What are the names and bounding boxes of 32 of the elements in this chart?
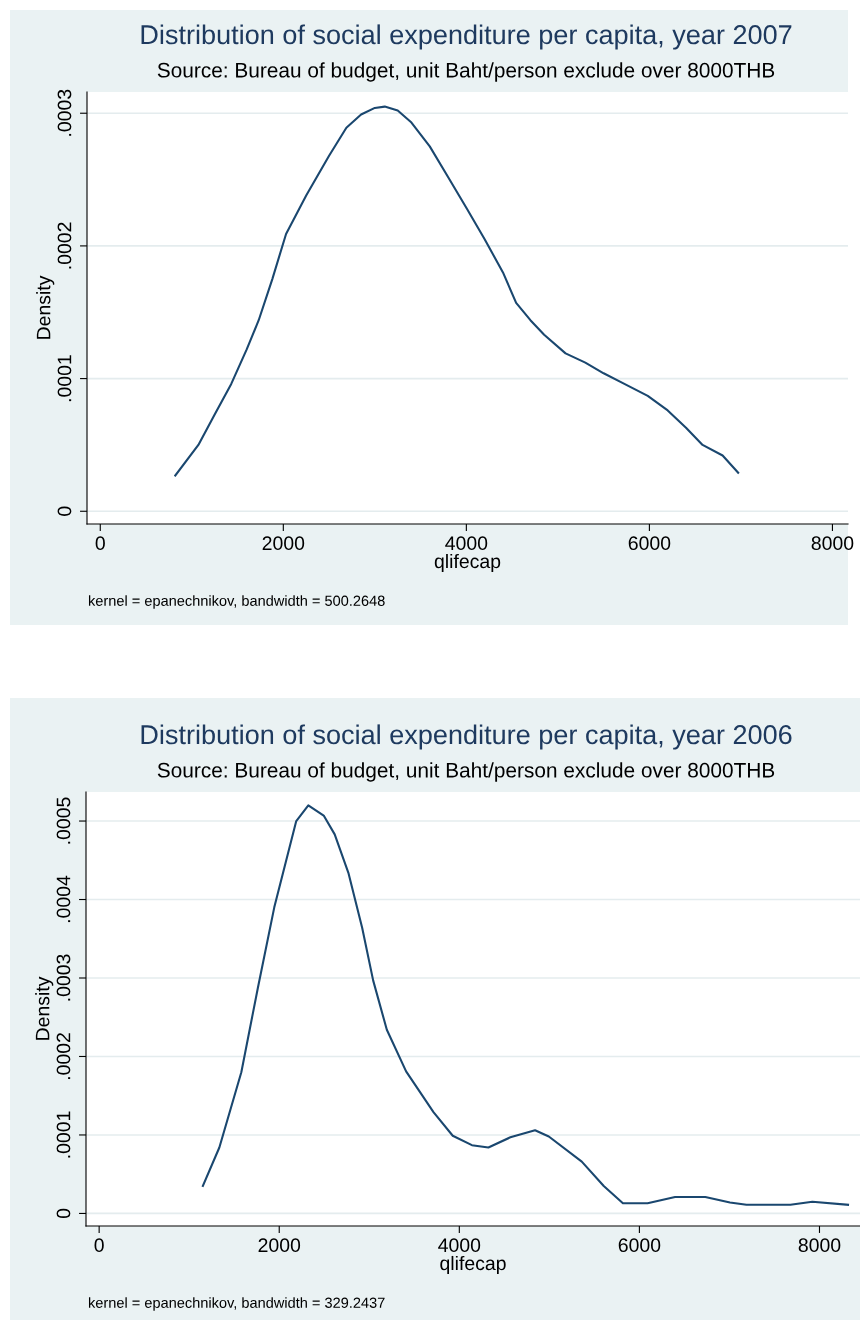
x-axis-title: qlifecap	[440, 1255, 506, 1275]
y-tick-label: .0002	[57, 222, 72, 269]
y-tick-label: .0001	[57, 355, 72, 402]
text: kernel = epanechnikov, bandwidth = 500.2648	[88, 595, 385, 609]
x-tick-label: 2000	[258, 1238, 301, 1253]
chart-title: Distribution of social expenditure per capita, year 2007	[141, 24, 792, 50]
x-tick-label: 0	[95, 536, 105, 551]
x-tick-label: 4000	[445, 536, 488, 551]
x-tick-label: 6000	[628, 536, 671, 551]
x-tick-label: 0	[94, 1238, 104, 1253]
text: kernel = epanechnikov, bandwidth = 329.2437	[88, 1297, 385, 1311]
line-series	[201, 804, 850, 1206]
y-tick-label: .0001	[56, 1111, 71, 1158]
x-tick-label: 2000	[262, 536, 305, 551]
y-tick-label: .0003	[57, 89, 72, 136]
x-tick-label: 8000	[798, 1238, 841, 1253]
chart-subtitle: Source: Bureau of budget, unit Baht/person exclude over 8000THB	[157, 762, 775, 782]
x-tick-label: 8000	[811, 536, 854, 551]
line-series	[174, 105, 740, 477]
chart-title: Distribution of social expenditure per capita, year 2006	[141, 724, 792, 750]
x-axis-title: qlifecap	[434, 553, 501, 573]
y-tick-label: .0002	[56, 1033, 71, 1080]
y-tick-label: .0005	[56, 797, 71, 844]
chart-subtitle: Source: Bureau of budget, unit Baht/person exclude over 8000THB	[157, 62, 775, 82]
y-tick-label: .0004	[56, 875, 71, 923]
y-axis-title: Density	[35, 976, 54, 1040]
y-axis-title: Density	[36, 275, 55, 339]
x-tick-label: 6000	[618, 1238, 661, 1253]
y-tick-label: 0	[57, 506, 72, 516]
y-tick-label: 0	[56, 1208, 71, 1219]
y-tick-label: .0003	[56, 954, 71, 1001]
x-tick-label: 4000	[438, 1238, 481, 1253]
